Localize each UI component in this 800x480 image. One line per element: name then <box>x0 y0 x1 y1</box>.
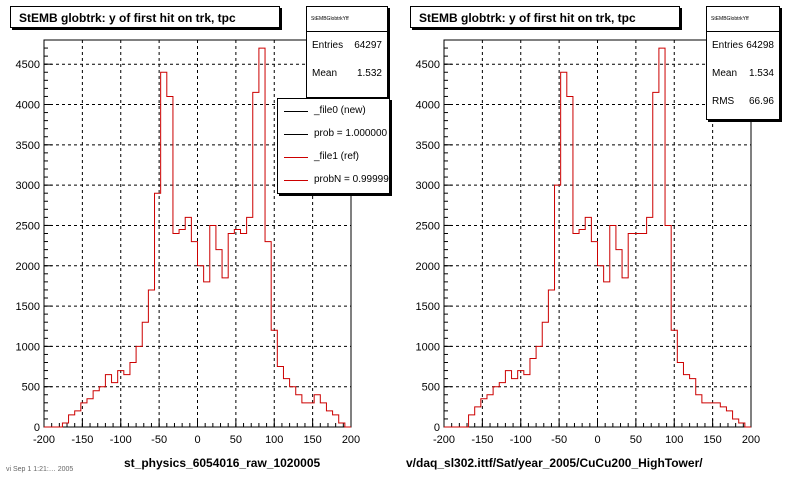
x-tick-label: 100 <box>265 434 283 446</box>
right-stats-header: StEMBGlobtrkYff <box>707 7 779 32</box>
right-x-axis-label: v/daq_sl302.ittf/Sat/year_2005/CuCu200_H… <box>406 456 703 470</box>
histogram-series <box>44 47 351 428</box>
y-tick-label: 3000 <box>16 180 40 192</box>
x-tick-label: -200 <box>433 434 455 446</box>
right-stats-mean-row: Mean 1.534 <box>707 60 779 88</box>
left-stats-header: StEMBGlobtrkYff <box>307 7 387 32</box>
right-entries-label: Entries <box>712 40 744 51</box>
legend-label-file1: _file1 (ref) <box>314 151 360 162</box>
left-stats-box: StEMBGlobtrkYff Entries 64297 Mean 1.532 <box>306 6 388 98</box>
x-tick-label: 150 <box>303 434 321 446</box>
y-tick-label: 1000 <box>416 341 440 353</box>
left-entries-value: 64297 <box>354 40 382 51</box>
x-tick-label: 200 <box>742 434 760 446</box>
y-tick-label: 500 <box>22 382 40 394</box>
histogram-outline <box>44 47 351 428</box>
y-tick-label: 4000 <box>16 100 40 112</box>
right-histogram-plot: -200 -150 -100 -50 0 50 100 150 2000500100015002… <box>416 39 760 446</box>
x-tick-label: 0 <box>594 434 600 446</box>
left-legend: _file0 (new) prob = 1.000000 _file1 (ref… <box>277 98 390 194</box>
x-tick-label: 50 <box>630 434 642 446</box>
x-tick-label: -100 <box>510 434 532 446</box>
right-mean-label: Mean <box>712 68 738 79</box>
left-x-axis-label: st_physics_6054016_raw_1020005 <box>124 456 321 470</box>
x-tick-label: -150 <box>471 434 493 446</box>
y-tick-label: 2000 <box>416 261 440 273</box>
y-tick-label: 3500 <box>416 140 440 152</box>
y-tick-label: 3000 <box>416 180 440 192</box>
histogram-outline <box>444 47 751 428</box>
y-tick-label: 4000 <box>416 100 440 112</box>
x-tick-label: -100 <box>110 434 132 446</box>
y-tick-label: 500 <box>422 382 440 394</box>
legend-label-probn: probN = 0.999999 <box>314 174 390 185</box>
legend-label-file0: _file0 (new) <box>314 105 366 116</box>
y-tick-label: 4500 <box>16 59 40 71</box>
legend-entry-file1: _file1 (ref) <box>278 147 389 167</box>
right-mean-value: 1.534 <box>748 68 774 79</box>
legend-line-sample <box>284 111 308 112</box>
y-tick-label: 4500 <box>416 59 440 71</box>
right-stats-rms-row: RMS 66.96 <box>707 88 779 116</box>
y-tick-label: 2000 <box>16 261 40 273</box>
x-tick-label: -150 <box>71 434 93 446</box>
y-tick-label: 3500 <box>16 140 40 152</box>
right-histogram-panel: -200 -150 -100 -50 0 50 100 150 200 0 500 1000 1500 2… <box>400 0 800 480</box>
histogram-series <box>444 47 751 428</box>
right-entries-value: 64298 <box>746 40 774 51</box>
x-tick-label: 150 <box>703 434 721 446</box>
x-tick-label: 0 <box>194 434 200 446</box>
y-tick-label: 1000 <box>16 341 40 353</box>
legend-entry-probn: probN = 0.999999 <box>278 170 390 190</box>
y-tick-label: 0 <box>34 422 40 434</box>
right-stats-box: StEMBGlobtrkYff Entries 64298 Mean 1.534… <box>706 6 780 120</box>
legend-label-prob: prob = 1.000000 <box>314 128 388 139</box>
left-entries-label: Entries <box>312 40 344 51</box>
right-chart-title: StEMB globtrk: y of first hit on trk, tp… <box>410 6 680 28</box>
legend-line-sample <box>284 180 308 181</box>
y-tick-label: 0 <box>434 422 440 434</box>
right-rms-label: RMS <box>712 96 735 107</box>
right-stats-entries-row: Entries 64298 <box>707 32 779 60</box>
x-tick-label: -50 <box>551 434 567 446</box>
x-tick-label: 50 <box>230 434 242 446</box>
legend-line-sample <box>284 157 308 158</box>
x-tick-label: 100 <box>665 434 683 446</box>
legend-entry-prob: prob = 1.000000 <box>278 124 389 144</box>
left-mean-value: 1.532 <box>356 68 382 79</box>
y-tick-label: 1500 <box>16 301 40 313</box>
x-tick-label: 200 <box>342 434 360 446</box>
left-stats-mean-row: Mean 1.532 <box>307 60 387 88</box>
x-tick-label: -200 <box>33 434 55 446</box>
left-chart-title: StEMB globtrk: y of first hit on trk, tp… <box>10 6 280 28</box>
x-tick-label: -50 <box>151 434 167 446</box>
right-rms-value: 66.96 <box>748 96 774 107</box>
y-tick-label: 2500 <box>16 220 40 232</box>
legend-line-sample <box>284 134 308 135</box>
left-histogram-panel: -200 -150 -100 -50 0 50 100 150 200 0 500 1000 1500 2… <box>6 6 390 473</box>
y-tick-label: 2500 <box>416 220 440 232</box>
left-mean-label: Mean <box>312 68 338 79</box>
footer-timestamp: vi Sep 1 1:21:… 2005 <box>6 466 74 473</box>
y-tick-label: 1500 <box>416 301 440 313</box>
left-stats-entries-row: Entries 64297 <box>307 32 387 60</box>
legend-entry-file0: _file0 (new) <box>278 101 389 121</box>
